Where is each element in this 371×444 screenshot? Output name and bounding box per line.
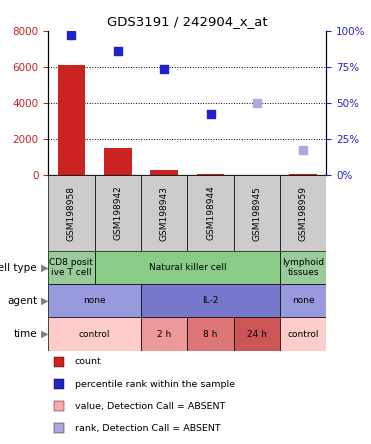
Title: GDS3191 / 242904_x_at: GDS3191 / 242904_x_at — [107, 16, 267, 28]
Text: cell type: cell type — [0, 262, 37, 273]
Bar — [187, 317, 234, 351]
Text: GSM198958: GSM198958 — [67, 186, 76, 241]
Bar — [54, 379, 64, 389]
Bar — [95, 175, 141, 251]
Text: lymphoid
tissues: lymphoid tissues — [282, 258, 324, 277]
Bar — [141, 284, 280, 317]
Text: GSM198944: GSM198944 — [206, 186, 215, 241]
Text: IL-2: IL-2 — [202, 296, 219, 305]
Bar — [280, 251, 326, 284]
Bar — [187, 175, 234, 251]
Text: GSM198942: GSM198942 — [113, 186, 122, 241]
Text: GSM198945: GSM198945 — [252, 186, 262, 241]
Bar — [280, 284, 326, 317]
Point — [208, 111, 214, 118]
Bar — [234, 175, 280, 251]
Bar — [280, 317, 326, 351]
Bar — [54, 357, 64, 367]
Point — [69, 31, 75, 38]
Text: time: time — [13, 329, 37, 339]
Text: agent: agent — [7, 296, 37, 306]
Point — [115, 48, 121, 55]
Bar — [54, 401, 64, 411]
Bar — [289, 174, 317, 175]
Point — [301, 147, 306, 154]
Point — [161, 65, 167, 72]
Bar — [141, 317, 187, 351]
Point — [254, 100, 260, 107]
Bar — [48, 317, 141, 351]
Text: CD8 posit
ive T cell: CD8 posit ive T cell — [49, 258, 93, 277]
Bar — [48, 175, 95, 251]
Bar — [150, 170, 178, 175]
Bar — [48, 284, 141, 317]
Bar — [58, 65, 85, 175]
Text: GSM198959: GSM198959 — [299, 186, 308, 241]
Text: rank, Detection Call = ABSENT: rank, Detection Call = ABSENT — [75, 424, 221, 433]
Text: control: control — [79, 329, 110, 339]
Text: none: none — [292, 296, 315, 305]
Bar — [48, 251, 95, 284]
Text: ▶: ▶ — [41, 329, 48, 339]
Bar — [104, 148, 132, 175]
Text: none: none — [83, 296, 106, 305]
Text: GSM198943: GSM198943 — [160, 186, 169, 241]
Text: ▶: ▶ — [41, 262, 48, 273]
Text: 24 h: 24 h — [247, 329, 267, 339]
Bar — [54, 424, 64, 433]
Text: control: control — [288, 329, 319, 339]
Text: 2 h: 2 h — [157, 329, 171, 339]
Bar — [234, 317, 280, 351]
Bar — [141, 175, 187, 251]
Text: value, Detection Call = ABSENT: value, Detection Call = ABSENT — [75, 402, 225, 411]
Bar — [280, 175, 326, 251]
Text: 8 h: 8 h — [203, 329, 218, 339]
Text: percentile rank within the sample: percentile rank within the sample — [75, 380, 235, 388]
Text: Natural killer cell: Natural killer cell — [148, 263, 226, 272]
Bar — [95, 251, 280, 284]
Text: ▶: ▶ — [41, 296, 48, 306]
Bar — [197, 174, 224, 175]
Text: count: count — [75, 357, 102, 366]
